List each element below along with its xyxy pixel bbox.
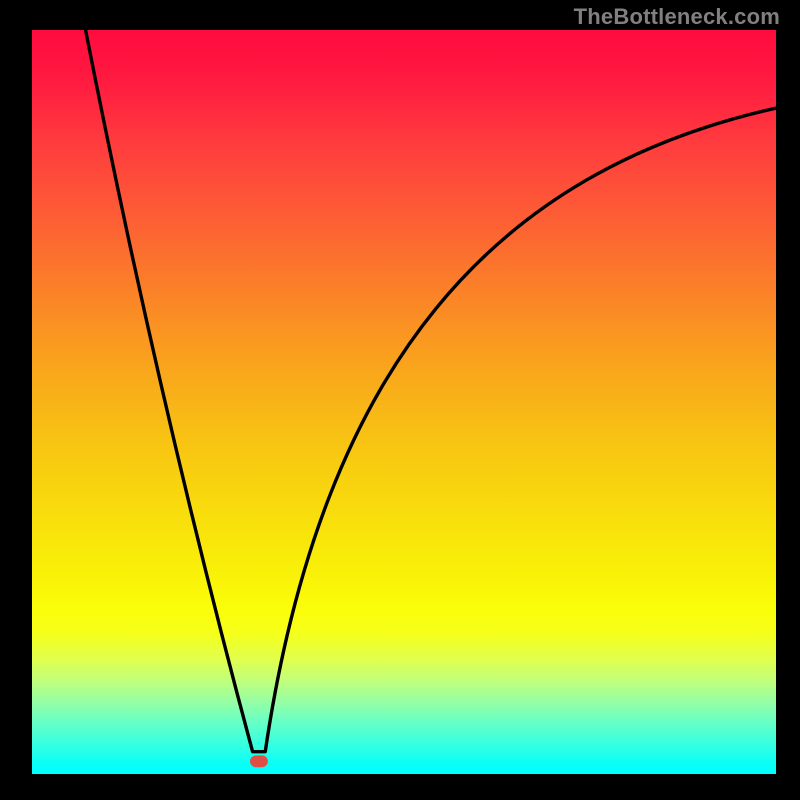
optimum-marker — [250, 755, 268, 767]
chart-frame: TheBottleneck.com — [0, 0, 800, 800]
bottleneck-curve-chart — [0, 0, 800, 800]
watermark-text: TheBottleneck.com — [574, 4, 780, 30]
